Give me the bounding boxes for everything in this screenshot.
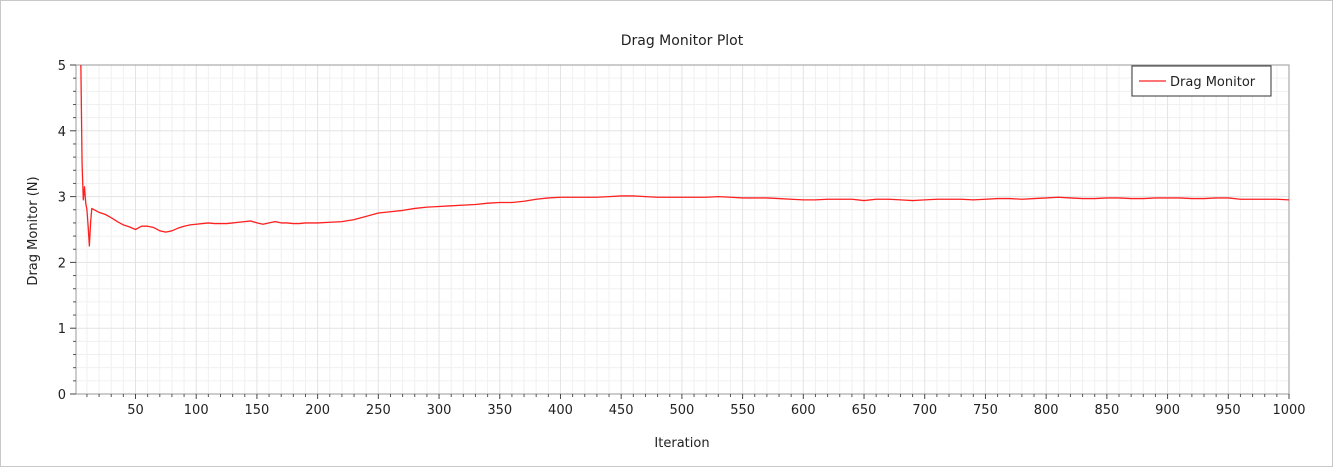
x-tick-label: 850 (1094, 403, 1119, 418)
x-tick-label: 750 (973, 403, 998, 418)
x-tick-label: 350 (487, 403, 512, 418)
legend[interactable]: Drag Monitor (1131, 65, 1272, 97)
x-tick-label: 450 (609, 403, 634, 418)
x-tick-label: 1000 (1272, 403, 1305, 418)
x-tick-label: 500 (669, 403, 694, 418)
x-axis-title: Iteration (654, 436, 709, 451)
x-tick-label: 900 (1155, 403, 1180, 418)
x-tick-label: 50 (127, 403, 144, 418)
x-tick-label: 600 (791, 403, 816, 418)
x-tick-label: 700 (912, 403, 937, 418)
series-line-drag-monitor (80, 64, 1290, 247)
x-tick-label: 550 (730, 403, 755, 418)
y-tick-label: 1 (58, 322, 66, 337)
x-tick-label: 300 (427, 403, 452, 418)
chart-title: Drag Monitor Plot (621, 33, 744, 49)
x-tick-label: 800 (1034, 403, 1059, 418)
x-tick-label: 150 (245, 403, 270, 418)
legend-label: Drag Monitor (1170, 75, 1256, 90)
x-tick-label: 650 (852, 403, 877, 418)
y-axis-title: Drag Monitor (N) (26, 176, 41, 285)
series-layer (80, 64, 1290, 247)
minor-grid (76, 65, 1289, 394)
x-tick-label: 200 (305, 403, 330, 418)
y-axis: 0 1 2 3 4 5 (58, 59, 76, 403)
y-tick-label: 4 (58, 125, 66, 140)
x-tick-label: 250 (366, 403, 391, 418)
major-grid (76, 64, 1290, 395)
y-tick-label: 5 (58, 59, 66, 74)
x-axis: 50 100 150 200 250 300 350 400 450 500 550 600 650 70… (86, 394, 1306, 418)
x-tick-label: 950 (1216, 403, 1241, 418)
plot-area (75, 64, 1290, 395)
x-tick-label: 100 (184, 403, 209, 418)
y-tick-label: 3 (58, 191, 66, 206)
y-tick-label: 2 (58, 256, 66, 271)
x-tick-label: 400 (548, 403, 573, 418)
y-tick-label: 0 (58, 388, 66, 403)
